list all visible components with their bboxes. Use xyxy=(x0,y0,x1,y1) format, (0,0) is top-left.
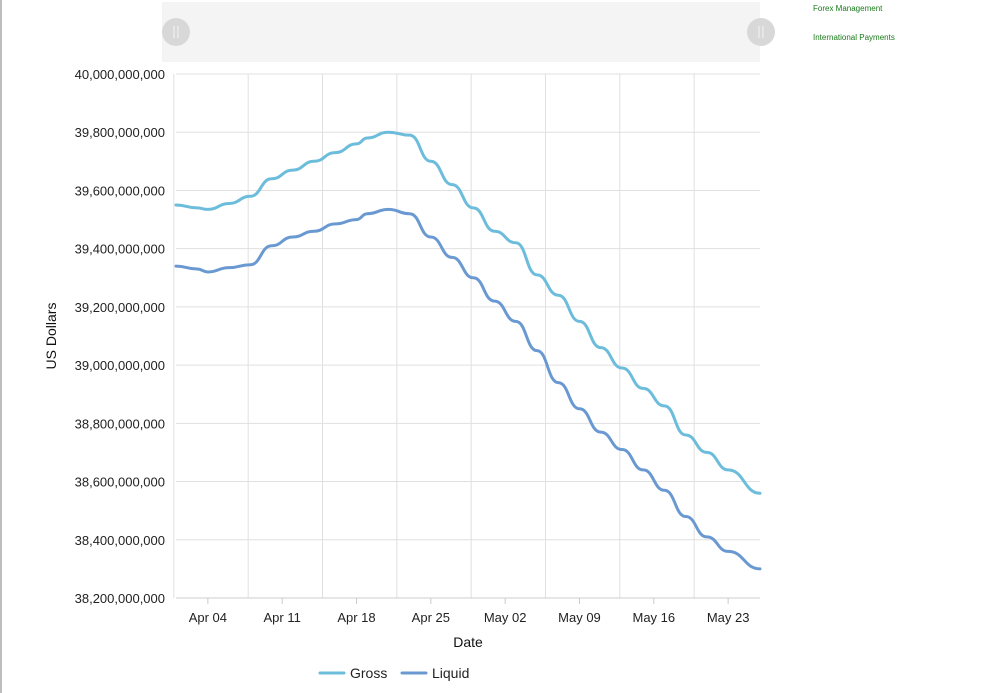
navigator-band[interactable] xyxy=(162,2,760,62)
navigator-handle-left[interactable] xyxy=(162,18,190,46)
y-tick-label: 39,400,000,000 xyxy=(75,242,165,257)
page-edge-divider xyxy=(0,0,2,693)
y-tick-label: 39,000,000,000 xyxy=(75,358,165,373)
series-line-gross[interactable] xyxy=(174,130,762,495)
legend-item-gross[interactable]: Gross xyxy=(318,665,387,681)
y-tick-label: 38,800,000,000 xyxy=(75,416,165,431)
y-gridlines xyxy=(176,73,760,599)
y-tick-label: 40,000,000,000 xyxy=(75,67,165,82)
x-tick-label: May 23 xyxy=(707,610,750,625)
x-gridlines xyxy=(173,74,695,598)
series-lines xyxy=(174,130,762,571)
x-tick-label: May 09 xyxy=(558,610,601,625)
series-line-liquid[interactable] xyxy=(174,207,762,571)
navigator-handle-right[interactable] xyxy=(747,18,775,46)
x-tick-label: May 02 xyxy=(484,610,527,625)
x-axis-tick-labels: Apr 04 Apr 11 Apr 18 Apr 25 May 02 May 09 May … xyxy=(189,598,750,625)
legend-label: Gross xyxy=(350,665,387,681)
legend: Gross Liquid xyxy=(318,665,469,681)
x-tick-label: Apr 25 xyxy=(412,610,450,625)
y-tick-label: 39,600,000,000 xyxy=(75,183,165,198)
x-tick-label: Apr 04 xyxy=(189,610,227,625)
y-tick-label: 39,800,000,000 xyxy=(75,125,165,140)
x-tick-label: May 16 xyxy=(632,610,675,625)
y-tick-label: 38,600,000,000 xyxy=(75,475,165,490)
nav-link-forex-management[interactable]: Forex Management xyxy=(813,4,883,13)
y-tick-label: 39,200,000,000 xyxy=(75,300,165,315)
nav-link-international-payments[interactable]: International Payments xyxy=(813,33,895,42)
y-tick-label: 38,400,000,000 xyxy=(75,533,165,548)
legend-item-liquid[interactable]: Liquid xyxy=(400,665,469,681)
y-tick-label: 38,200,000,000 xyxy=(75,591,165,606)
x-tick-label: Apr 18 xyxy=(337,610,375,625)
legend-label: Liquid xyxy=(432,665,469,681)
x-axis-title: Date xyxy=(453,634,483,650)
x-tick-label: Apr 11 xyxy=(264,610,301,625)
y-axis-tick-labels: 38,200,000,000 38,400,000,000 38,600,000,0… xyxy=(75,67,165,606)
y-axis-title: US Dollars xyxy=(43,303,59,370)
